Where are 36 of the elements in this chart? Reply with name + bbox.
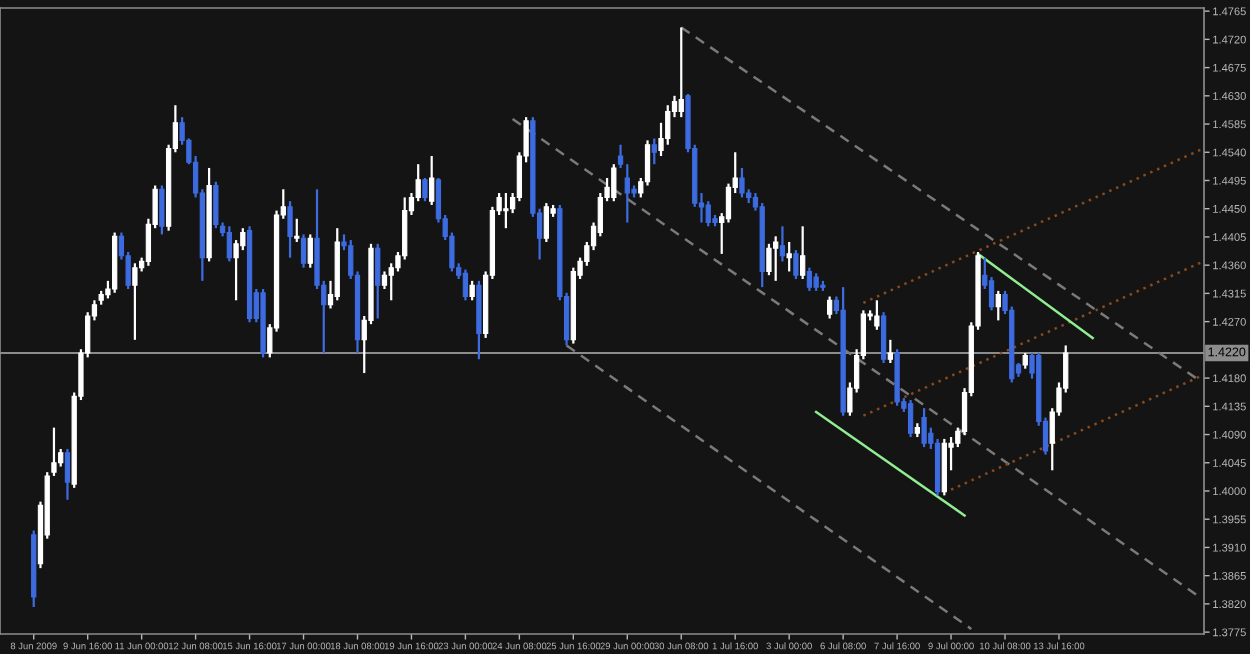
- candlestick: [429, 154, 435, 207]
- candlestick: [469, 279, 475, 302]
- candlestick: [773, 235, 779, 282]
- candlestick: [213, 180, 219, 230]
- candlestick: [880, 311, 887, 365]
- candlestick: [132, 262, 138, 341]
- candlestick: [611, 163, 617, 203]
- candlestick: [786, 240, 792, 273]
- candlestick: [921, 407, 927, 449]
- candlestick: [995, 289, 1001, 322]
- candlestick: [294, 217, 300, 244]
- candlestick: [287, 200, 293, 259]
- candlestick: [64, 447, 71, 501]
- candlestick: [159, 184, 165, 236]
- candlestick: [800, 225, 806, 281]
- candlestick: [907, 398, 914, 439]
- candlestick: [874, 299, 880, 331]
- candlestick: [739, 166, 745, 199]
- candlestick: [651, 137, 657, 166]
- candlestick: [543, 201, 549, 244]
- candlestick: [793, 249, 799, 281]
- candlestick: [827, 295, 833, 320]
- candlestick: [806, 266, 813, 292]
- candlestick: [375, 242, 381, 320]
- candlestick: [307, 233, 313, 269]
- candlestick: [422, 176, 428, 203]
- candlestick: [766, 242, 772, 277]
- candlestick: [887, 338, 893, 365]
- candlestick: [462, 268, 469, 302]
- candlestick: [503, 191, 509, 230]
- candlestick: [226, 225, 232, 263]
- candlestick: [624, 163, 630, 224]
- candlestick: [300, 233, 307, 269]
- candlestick: [779, 225, 786, 263]
- candlestick: [678, 26, 684, 119]
- candlestick: [705, 200, 711, 228]
